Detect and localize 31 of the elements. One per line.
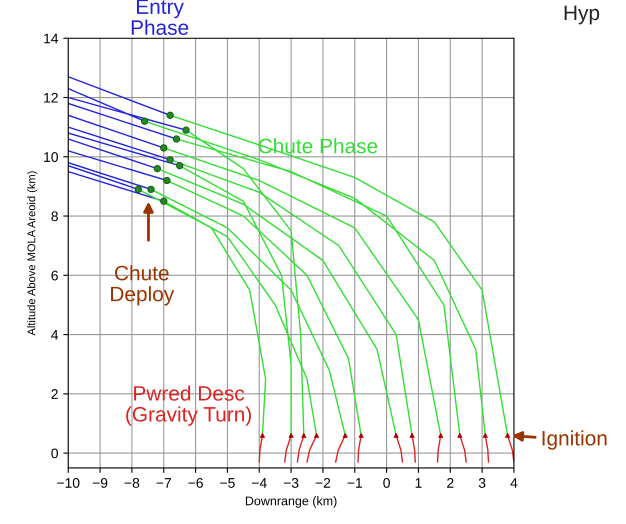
- x-tick-label: −4: [252, 478, 267, 488]
- y-tick-label: 10: [44, 152, 58, 162]
- text: Entry Phase: [132, 0, 188, 35]
- y-tick-label: 8: [51, 211, 58, 222]
- x-tick-label: −5: [220, 478, 235, 488]
- y-tick-label: 6: [51, 270, 58, 280]
- annotation: Chute Deploy: [111, 265, 174, 306]
- x-axis-title: Downrange (km): [246, 496, 337, 508]
- x-tick-label: −6: [188, 478, 203, 488]
- x-tick-label: 4: [510, 478, 518, 488]
- y-axis-title: Altitude Above MOLA Areoid (km): [27, 171, 38, 336]
- x-tick-label: −3: [284, 478, 298, 488]
- x-tick-label: 2: [447, 478, 454, 488]
- x-tick-label: −8: [124, 478, 140, 488]
- annotation: Pwred Desc (Gravity Turn): [126, 385, 251, 426]
- y-tick-label: 14: [44, 34, 58, 44]
- y-tick-label: 12: [44, 92, 58, 103]
- x-tick-label: −7: [156, 478, 171, 488]
- y-tick-label: 2: [51, 389, 58, 399]
- annotation: Ignition: [542, 430, 607, 450]
- annotation: Chute Phase: [258, 138, 378, 154]
- y-tick-label: 4: [51, 330, 58, 340]
- x-tick-label: −2: [316, 478, 330, 488]
- x-tick-label: −1: [348, 478, 362, 488]
- x-tick-label: 3: [478, 478, 486, 488]
- x-tick-label: −10: [57, 478, 80, 488]
- text: Hyp: [564, 6, 600, 24]
- x-tick-label: 0: [383, 478, 390, 488]
- x-tick-label: 1: [416, 478, 422, 488]
- y-tick-label: 0: [51, 448, 58, 458]
- x-tick-label: −9: [92, 478, 108, 488]
